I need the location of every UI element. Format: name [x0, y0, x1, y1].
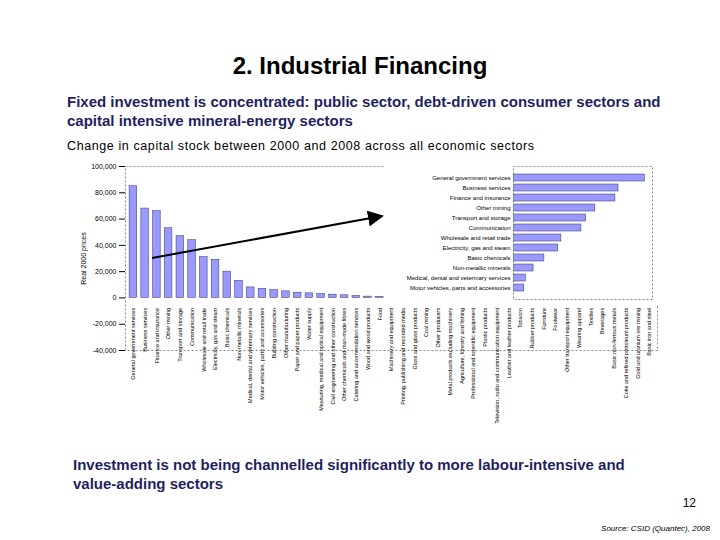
svg-text:Furniture: Furniture — [541, 308, 547, 330]
svg-text:Electricity, gas and steam: Electricity, gas and steam — [212, 307, 218, 370]
svg-text:-20,000: -20,000 — [93, 320, 117, 327]
svg-text:0: 0 — [113, 294, 117, 301]
svg-text:Beverages: Beverages — [599, 308, 605, 335]
svg-text:Basic chemicals: Basic chemicals — [467, 255, 510, 261]
svg-text:Leather and leather products: Leather and leather products — [506, 308, 512, 379]
svg-text:Gold and uranium ore mining: Gold and uranium ore mining — [635, 308, 641, 379]
svg-text:Medical, dental and veterinary: Medical, dental and veterinary services — [407, 275, 511, 281]
svg-text:Paper and paper products: Paper and paper products — [294, 308, 300, 372]
svg-text:Wearing apparel: Wearing apparel — [576, 308, 582, 348]
svg-text:40,000: 40,000 — [95, 242, 117, 249]
svg-text:Catering and accommodation ser: Catering and accommodation services — [353, 308, 359, 402]
html-text:Source: CSID (Quantec), 2008: Source: CSID (Quantec), 2008 — [601, 524, 710, 533]
svg-text:Professional and scientific eq: Professional and scientific equipment — [470, 307, 476, 398]
svg-text:Plastic products: Plastic products — [482, 308, 488, 347]
svg-text:Transport and storage: Transport and storage — [177, 308, 183, 362]
svg-text:Business services: Business services — [462, 185, 510, 191]
svg-text:Metal products excluding machi: Metal products excluding machinery — [447, 308, 453, 396]
html-text:Change in capital stock betwee: Change in capital stock between 2000 and… — [67, 139, 535, 153]
svg-text:Food: Food — [377, 308, 383, 321]
svg-text:Basic chemicals: Basic chemicals — [224, 308, 230, 348]
svg-text:Coke and refined petroleum pro: Coke and refined petroleum products — [623, 308, 629, 399]
svg-text:Non-metallic minerals: Non-metallic minerals — [236, 308, 242, 361]
html-text:12: 12 — [682, 496, 696, 510]
svg-text:Wholesale and retail trade: Wholesale and retail trade — [201, 308, 207, 372]
html-text:Investment is not being channe: Investment is not being channelled signi… — [73, 456, 625, 492]
svg-text:Other mining: Other mining — [165, 308, 171, 340]
svg-text:Business services: Business services — [142, 308, 148, 352]
svg-text:General government services: General government services — [432, 175, 510, 181]
svg-text:Coal mining: Coal mining — [423, 308, 429, 337]
svg-text:Basic non-ferrous metals: Basic non-ferrous metals — [611, 308, 617, 369]
svg-text:Footwear: Footwear — [552, 308, 558, 331]
svg-text:Measuring, medical and optical: Measuring, medical and optical equipment — [318, 307, 324, 411]
svg-text:Communication: Communication — [469, 225, 511, 231]
svg-text:Real 2000 prices: Real 2000 prices — [80, 232, 88, 285]
svg-text:20,000: 20,000 — [95, 268, 117, 275]
svg-text:Medical, dental and veterinary: Medical, dental and veterinary services — [247, 308, 253, 403]
svg-text:Textiles: Textiles — [588, 308, 594, 327]
svg-text:Electricity, gas and steam: Electricity, gas and steam — [443, 245, 511, 251]
svg-text:Printing, publishing and recor: Printing, publishing and recorded media — [400, 307, 406, 405]
html-text:Fixed investment is concentrat: Fixed investment is concentrated: public… — [67, 93, 661, 129]
svg-text:Non-metallic minerals: Non-metallic minerals — [453, 265, 511, 271]
svg-text:Other manufacturing: Other manufacturing — [283, 308, 289, 358]
svg-text:80,000: 80,000 — [95, 189, 117, 196]
svg-text:Water supply: Water supply — [306, 308, 312, 340]
svg-text:Rubber products: Rubber products — [529, 308, 535, 349]
svg-text:Motor vehicles, parts and acce: Motor vehicles, parts and accessories — [410, 285, 510, 291]
svg-text:Building construction: Building construction — [271, 308, 277, 359]
svg-text:Basic iron and steel: Basic iron and steel — [646, 308, 652, 356]
svg-text:Motor vehicles, parts and acce: Motor vehicles, parts and accessories — [259, 308, 265, 400]
svg-text:Transport and storage: Transport and storage — [452, 215, 511, 221]
svg-text:Communication: Communication — [189, 308, 195, 346]
svg-text:-40,000: -40,000 — [93, 347, 117, 354]
html-text:2. Industrial Financing: 2. Industrial Financing — [232, 52, 488, 79]
svg-text:Other transport equipment: Other transport equipment — [564, 307, 570, 372]
svg-text:Wholesale and retail trade: Wholesale and retail trade — [441, 235, 511, 241]
svg-text:100,000: 100,000 — [91, 163, 116, 170]
svg-text:Wood and wood products: Wood and wood products — [365, 308, 371, 371]
svg-text:60,000: 60,000 — [95, 215, 117, 222]
svg-text:Finance and insurance: Finance and insurance — [450, 195, 511, 201]
svg-text:Civil engineering and other co: Civil engineering and other construction — [330, 308, 336, 405]
svg-text:Glass and glass products: Glass and glass products — [412, 308, 418, 370]
svg-text:Agriculture, forestry and fish: Agriculture, forestry and fishing — [459, 308, 465, 384]
svg-text:Finance and insurance: Finance and insurance — [154, 308, 160, 364]
svg-text:Television, radio and communic: Television, radio and communication equi… — [494, 307, 500, 423]
svg-text:Other producers: Other producers — [435, 308, 441, 348]
svg-text:Machinery and equipment: Machinery and equipment — [388, 307, 394, 371]
svg-text:Tobacco: Tobacco — [517, 308, 523, 329]
svg-text:Other chemicals and man-made f: Other chemicals and man-made fibres — [341, 308, 347, 401]
svg-text:Other mining: Other mining — [476, 205, 510, 211]
svg-text:General government services: General government services — [130, 308, 136, 380]
